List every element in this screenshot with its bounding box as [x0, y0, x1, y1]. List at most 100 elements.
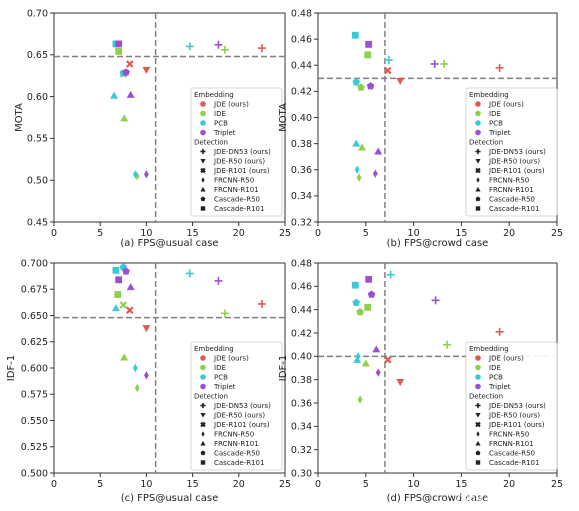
watermark: CSDN @就是没有不重的名么	[456, 493, 575, 505]
panel-4-xtick-label-4: 20	[503, 479, 515, 490]
panel-4-ytick-label-3: 0.36	[291, 398, 312, 409]
panel-2-legend-detection-swatch-1	[475, 159, 481, 164]
panel-1-point-triplet-cascade-r50	[122, 68, 130, 76]
panel-1-xtick-label-4: 20	[233, 228, 245, 239]
panel-1-point-ide-frcnn-r101	[120, 114, 129, 122]
panel-3-legend-embedding-swatch-2	[200, 374, 206, 380]
panel-3-xtick-label-3: 15	[187, 479, 199, 490]
panel-3-point-ide-cascade-r101	[114, 291, 122, 298]
panel-3-ytick-label-6: 0.650	[21, 311, 48, 322]
panel-3-point-ide-jde-r101-ours-b	[119, 301, 128, 309]
panel-2-legend-detection-4: FRCNN-R101	[489, 186, 534, 194]
panel-1-legend-embedding-swatch-0	[200, 101, 206, 107]
panel-4-legend-detection-3: FRCNN-R50	[489, 431, 529, 439]
panel-2-legend-embedding-swatch-3	[475, 129, 481, 136]
panel-2-legend-detection-2: JDE-R101 (ours)	[488, 167, 545, 175]
panel-4-legend-detection-0: JDE-DN53 (ours)	[488, 402, 546, 410]
panel-2-point-ide-frcnn-r101	[357, 143, 366, 151]
panel-1-legend-detection-3: FRCNN-R50	[214, 177, 254, 185]
panel-2-legend-embedding-swatch-2	[475, 120, 481, 126]
panel-2-legend-detection-swatch-2-b	[475, 167, 481, 174]
panel-4-point-triplet-jde-dn53-ours	[431, 296, 440, 305]
panel-3-point-triplet-jde-dn53-ours	[214, 276, 223, 285]
panel-2-ytick-label-2: 0.36	[291, 165, 312, 176]
panel-4-legend-detection-4: FRCNN-R101	[489, 440, 534, 448]
panel-3-ytick-label-2: 0.550	[21, 416, 48, 427]
panel-3-point-pcb-jde-dn53-ours	[185, 269, 194, 278]
panel-1-point-triplet-frcnn-r50	[144, 170, 149, 179]
panel-2-legend-embedding-1: IDE	[489, 110, 501, 118]
panel-2-legend-detection-swatch-4	[475, 186, 481, 192]
panel-2-xtick-label-2: 10	[408, 228, 420, 239]
panel-4-ytick-label-9: 0.48	[291, 258, 312, 269]
panel-1-ytick-label-1: 0.50	[27, 176, 48, 187]
panel-4-point-pcb-frcnn-r50	[355, 352, 361, 361]
panel-1-legend-embedding-1: IDE	[214, 110, 226, 118]
panel-4-legend-detection-swatch-6	[475, 460, 481, 465]
panel-3-legend-detection-1: JDE-R50 (ours)	[213, 412, 265, 420]
panel-4-point-ide-frcnn-r50	[357, 395, 363, 404]
panel-2-legend-detection-1: JDE-R50 (ours)	[488, 158, 540, 166]
panel-3-legend-detection-4: FRCNN-R101	[214, 440, 259, 448]
panel-3-legend-embedding-2: PCB	[214, 374, 228, 382]
panel-3-point-jde-ours-jde-r50-ours	[142, 325, 151, 333]
panel-2-xtick-label-3: 15	[455, 228, 467, 239]
panel-3-legend-detection-swatch-2	[200, 421, 206, 428]
panel-1-ylabel: MOTA	[14, 103, 25, 132]
panel-3-legend-detection-5: Cascade-R50	[214, 450, 260, 458]
panel-3: 0 5 10 15 20 25 0.500 0.525 0.550 0.575 0.600 0.625…	[6, 258, 291, 504]
panel-2-xtick-label-1: 5	[363, 228, 369, 239]
panel-3-legend-embedding-title: Embedding	[194, 345, 234, 353]
panel-4-point-ide-cascade-r101	[364, 303, 372, 311]
panel-1-legend-box	[190, 87, 283, 217]
panel-1-point-jde-ours-jde-r101-ours-b	[125, 60, 134, 68]
panel-1-point-jde-ours-jde-r50-ours	[142, 66, 151, 74]
panel-1-legend-detection-swatch-6	[200, 206, 206, 211]
panel-1-legend-embedding-title: Embedding	[194, 91, 234, 99]
panel-1-legend-detection-swatch-2	[200, 167, 206, 174]
panel-1-point-pcb-jde-dn53-ours	[185, 42, 194, 51]
panel-4-legend-detection-swatch-5	[475, 450, 481, 456]
panel-2-legend-embedding-swatch-1	[475, 110, 481, 117]
panel-2-legend-embedding-0: JDE (ours)	[488, 101, 524, 109]
panel-1-ytick-label-0: 0.45	[27, 217, 48, 228]
panel-2-xtick-label-5: 25	[551, 228, 563, 239]
panel-4-point-triplet-frcnn-r50	[375, 368, 381, 377]
panel-2-point-ide-cascade-r101	[364, 51, 372, 59]
panel-1-legend-embedding-swatch-1	[200, 110, 206, 117]
panel-4-legend-embedding-swatch-1	[475, 364, 481, 371]
panel-2-legend-detection-swatch-3	[476, 177, 480, 183]
panel-4-legend-detection-1: JDE-R50 (ours)	[488, 412, 540, 420]
panel-3-legend-box	[190, 341, 283, 471]
panel-2-point-jde-ours-jde-r101-ours	[384, 66, 392, 75]
panel-2-point-triplet-frcnn-r101	[374, 147, 383, 155]
panel-3-ytick-label-7: 0.675	[21, 285, 48, 296]
panel-4-point-ide-frcnn-r101	[361, 359, 370, 367]
panel-1-legend-embedding-swatch-3	[200, 129, 206, 136]
panel-3-ytick-label-4: 0.600	[21, 363, 48, 374]
panel-2-legend-detection-swatch-6	[475, 206, 481, 211]
panel-4-point-jde-ours-jde-r101-ours-b	[384, 356, 392, 364]
panel-1-point-pcb-frcnn-r101	[110, 91, 119, 99]
panel-2-ytick-label-8: 0.48	[291, 8, 312, 19]
panel-1-point-triplet-jde-dn53-ours	[214, 40, 223, 49]
panel-2-point-ide-cascade-r50	[357, 83, 365, 91]
panel-3-legend-detection-swatch-6	[200, 460, 206, 465]
panel-4-caption: (d) FPS@crowd case	[387, 493, 489, 504]
panel-3-xtick-label-2: 10	[140, 479, 152, 490]
panel-2-point-ide-frcnn-r50	[356, 173, 362, 182]
panel-1-point-pcb-frcnn-r50	[132, 170, 138, 179]
panel-3-point-pcb-frcnn-r50	[132, 363, 138, 373]
panel-1-legend-detection-swatch-1	[200, 159, 206, 164]
panel-2-xtick-label-4: 20	[503, 228, 515, 239]
panel-3-ytick-label-0: 0.500	[21, 468, 48, 479]
panel-1-caption: (a) FPS@usual case	[120, 238, 218, 249]
panel-4-legend-embedding-3: Triplet	[488, 383, 511, 391]
panel-3-legend-detection-swatch-2-b	[200, 421, 206, 428]
panel-1-point-jde-ours-jde-r101-ours	[125, 60, 134, 68]
panel-3-point-pcb-cascade-r101	[112, 266, 120, 274]
panel-1-frame	[53, 12, 286, 223]
panel-2-legend-box	[465, 87, 558, 217]
panel-4-legend-detection-title: Detection	[469, 393, 503, 401]
